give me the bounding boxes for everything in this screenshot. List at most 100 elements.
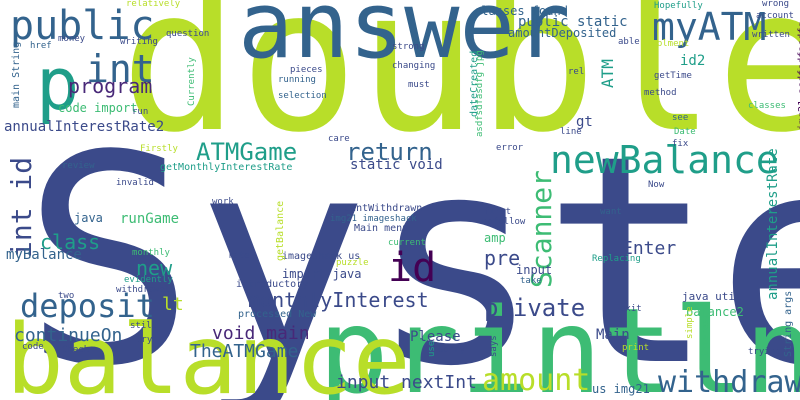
word-datecreated: dateCreated [469, 50, 480, 117]
word-main-string: main String [11, 41, 22, 108]
word-input-nextint: input nextInt [336, 372, 477, 393]
word-care: care [328, 134, 350, 144]
word-getmonthlyinterestrate: getMonthlyInterestRate [160, 162, 293, 173]
word-void-main: void main [212, 323, 310, 344]
word-question: question [166, 29, 210, 39]
word-wrong: wrong [762, 0, 790, 9]
word-getbalance: getBalance [275, 200, 286, 261]
word-deposit: deposit [20, 287, 155, 325]
word-atmgame: ATMGame [196, 138, 298, 166]
word-us-img21: us img21 [592, 382, 650, 396]
word-code: code [22, 342, 44, 352]
word-classes-found: classes found [474, 4, 568, 18]
word-program: program [68, 74, 153, 98]
word-amount: amount [482, 363, 591, 398]
word-relatively: relatively [126, 0, 181, 9]
word-java-util: java util [682, 290, 742, 303]
word-evidently: evidently [124, 275, 173, 285]
word-mybalance: myBalance [6, 247, 82, 263]
word-written: written [752, 30, 790, 40]
word-id2: id2 [680, 53, 706, 69]
word-see: see [672, 113, 689, 123]
word-please: Please [410, 329, 461, 345]
word-two: two [58, 291, 75, 301]
word-gettime: getTime [654, 71, 692, 81]
word-enter: Enter [622, 238, 677, 259]
word-return: return [346, 138, 433, 166]
word-sorry: Sorry [438, 345, 466, 355]
word-pieces: pieces [290, 65, 323, 75]
word-review: review [62, 161, 95, 171]
word-monthly: monthly [132, 248, 170, 258]
word-annualinterestrate: annualInterestRate [765, 148, 781, 300]
word-use: use [427, 340, 437, 357]
word-writing: writing [120, 37, 158, 47]
word-pre: pre [484, 246, 521, 270]
word-print: print [622, 343, 650, 353]
word-static-void: static void [350, 157, 443, 173]
word-main: Main [596, 327, 630, 343]
word-date: Date [674, 127, 696, 137]
word-main-menu: Main menu [354, 223, 409, 234]
word-now: Now [648, 180, 665, 190]
word-java: java [74, 211, 103, 225]
word-nofollow: nofollow [482, 217, 526, 227]
word-money: money [58, 34, 86, 44]
word-id: id [388, 245, 437, 291]
word-annualinterestrate2: annualInterestRate2 [4, 119, 165, 135]
word-implment: implment [646, 39, 690, 49]
word-method: method [644, 88, 677, 98]
word-first: first [484, 207, 512, 217]
word-run: run [132, 107, 149, 117]
word-must: must [408, 80, 430, 90]
word-firstly: Firstly [140, 144, 178, 154]
word-running: running [278, 75, 316, 85]
word-imageshack-us: imageshack us [282, 251, 361, 262]
word-introductory: introductory [236, 279, 309, 290]
word-changing: changing [392, 61, 436, 71]
word-check: Check [62, 345, 90, 355]
word-still: still [130, 321, 158, 331]
word-code-import: code import [58, 101, 138, 115]
word-double: double [120, 0, 800, 176]
word-system: System [22, 94, 800, 400]
word-interest: interest [701, 313, 711, 357]
word-int: int [86, 47, 155, 91]
word-exit: exit [620, 304, 642, 314]
word-class: class [40, 230, 101, 254]
word-simple: simple [685, 306, 695, 339]
word-withdrawel: withdrawel [116, 285, 171, 295]
word-puzzle: puzzle [336, 258, 369, 268]
word-hopefully: Hopefully [654, 1, 703, 11]
word-atm: ATM [598, 59, 617, 88]
word-current: current [388, 238, 426, 248]
word-amountdeposited: amountDeposited [508, 26, 617, 40]
word-p: p [36, 42, 80, 126]
word-replacing: Replacing [592, 254, 641, 264]
word-error: error [496, 143, 524, 153]
word-lt: lt [162, 294, 184, 315]
word-import-java: import java [282, 267, 362, 281]
word-balance: balance [6, 304, 411, 400]
word-says: says [489, 335, 499, 357]
word-img21-imageshack: img21 imageshack [330, 214, 417, 224]
word-public: public [10, 3, 155, 49]
word-rungame: runGame [120, 211, 180, 227]
word-want: want [600, 207, 622, 217]
word-fix: fix [672, 139, 689, 149]
word-try: try [136, 335, 153, 345]
word-take: take [520, 276, 542, 286]
word-new: new [136, 256, 173, 280]
word-gt: gt [576, 114, 593, 130]
word-invalid: invalid [116, 178, 154, 188]
word-input: input [516, 263, 553, 277]
word-newbalance: newBalance [550, 138, 779, 182]
word-strong: strong [392, 42, 425, 52]
word-able: able [618, 37, 640, 47]
word-work: work [212, 197, 234, 207]
word-withdraw: withdraw [658, 365, 800, 400]
word-amp: amp [484, 231, 506, 245]
word-theatmgame: TheATMGame [190, 341, 299, 362]
word-int-id: int id [5, 156, 38, 258]
